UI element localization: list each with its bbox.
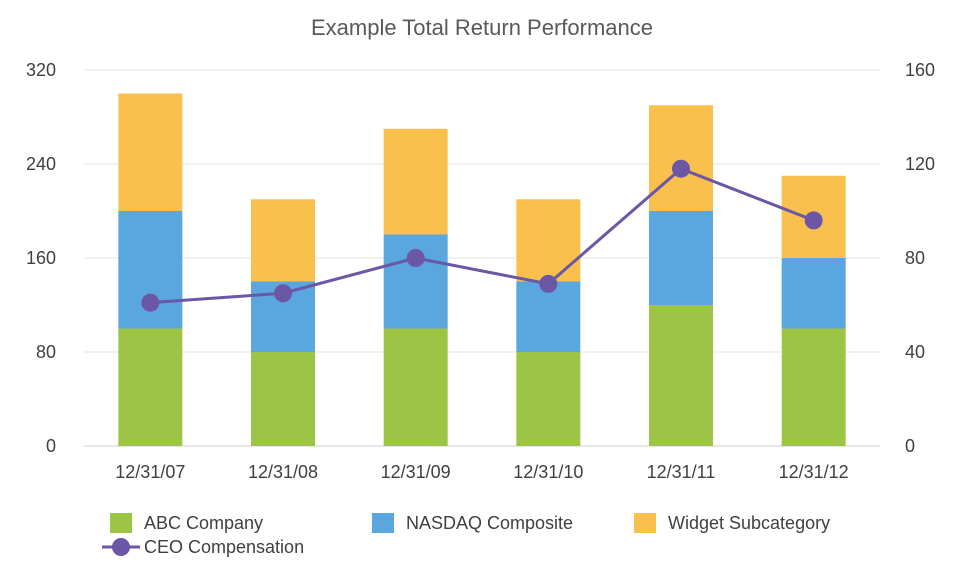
- bar: [383, 234, 448, 329]
- x-tick-label: 12/31/07: [115, 462, 185, 482]
- legend-swatch: [110, 513, 132, 533]
- legend-label: NASDAQ Composite: [406, 513, 573, 533]
- x-tick-label: 12/31/12: [779, 462, 849, 482]
- y-left-tick-label: 80: [36, 342, 56, 362]
- y-right-tick-label: 120: [905, 154, 935, 174]
- y-left-tick-label: 320: [26, 60, 56, 80]
- bar: [516, 352, 581, 446]
- line-point: [406, 249, 425, 267]
- bar: [118, 93, 183, 211]
- axes: 0 80 160 240 320 0 40 80 120 160 12/31/07 12/31/08 1…: [26, 60, 935, 482]
- legend-swatch: [634, 513, 656, 533]
- x-tick-label: 12/31/09: [381, 462, 451, 482]
- bar-series: [118, 93, 846, 446]
- y-left-tick-label: 160: [26, 248, 56, 268]
- gridlines: [84, 69, 880, 447]
- legend-label: CEO Compensation: [144, 537, 304, 557]
- legend-marker: [112, 538, 130, 556]
- y-right-tick-label: 40: [905, 342, 925, 362]
- legend: ABC Company NASDAQ Composite Widget Subcat…: [102, 513, 830, 557]
- line-point: [141, 293, 160, 312]
- line-point: [804, 211, 823, 230]
- y-right-tick-label: 160: [905, 60, 935, 80]
- line-path: [150, 166, 815, 305]
- y-right-tick-label: 0: [905, 436, 915, 456]
- bar: [781, 328, 846, 446]
- bar: [516, 199, 581, 282]
- x-tick-label: 12/31/08: [248, 462, 318, 482]
- bar: [118, 328, 183, 446]
- bar: [251, 352, 315, 446]
- bar: [649, 211, 713, 305]
- x-tick-label: 12/31/11: [647, 462, 716, 482]
- line-point: [539, 274, 558, 293]
- legend-swatch: [372, 513, 394, 533]
- line-series: [141, 159, 823, 312]
- line-point: [672, 159, 690, 178]
- y-left-tick-label: 0: [46, 436, 56, 456]
- y-left-tick-label: 240: [26, 154, 56, 174]
- chart-title: Example Total Return Performance: [311, 15, 653, 40]
- bar: [516, 281, 581, 352]
- legend-label: ABC Company: [144, 513, 263, 533]
- x-tick-label: 12/31/10: [513, 462, 583, 482]
- legend-label: Widget Subcategory: [668, 513, 830, 533]
- line-point: [274, 284, 292, 303]
- bar: [649, 105, 713, 211]
- y-right-tick-label: 80: [905, 248, 925, 268]
- bar: [251, 199, 315, 282]
- bar: [781, 258, 846, 329]
- bar: [649, 305, 713, 446]
- bar: [383, 328, 448, 446]
- bar: [383, 128, 448, 235]
